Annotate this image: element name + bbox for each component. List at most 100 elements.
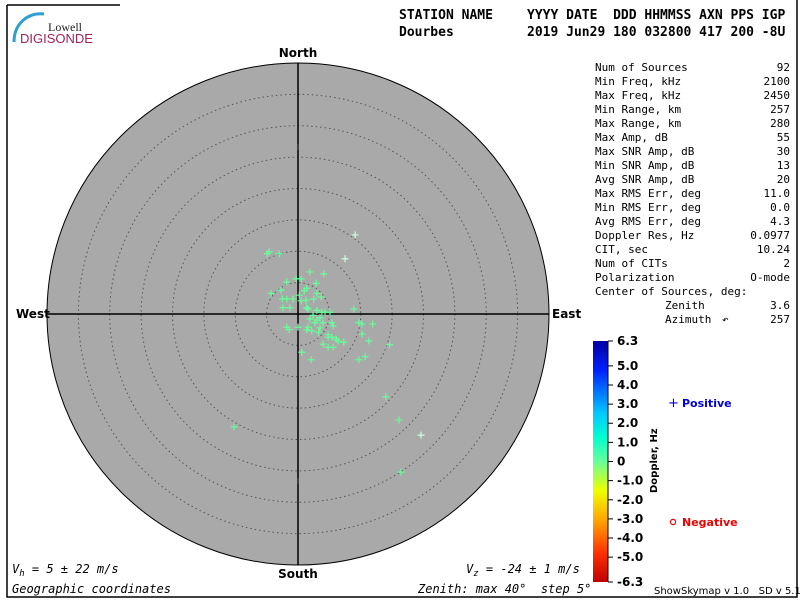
- stat-value: 13: [777, 159, 790, 172]
- azimuth-arrow-icon: ↶: [722, 313, 729, 326]
- center-azimuth-label: Azimuth: [665, 313, 711, 326]
- vh-readout: Vh = 5 ± 22 m/s: [12, 562, 119, 579]
- source-point: [306, 315, 314, 323]
- circle-icon: [669, 518, 677, 526]
- stat-label: Max Range, km: [595, 117, 681, 130]
- colorbar-tick-label: 0: [617, 455, 625, 469]
- source-point: [303, 304, 311, 312]
- stat-value: 257: [770, 103, 790, 116]
- stat-label: Doppler Res, Hz: [595, 229, 694, 242]
- doppler-colorbar: [593, 341, 608, 582]
- stat-value: 10.24: [757, 243, 790, 256]
- source-point: [319, 340, 327, 348]
- stat-value: O-mode: [750, 271, 790, 284]
- stat-label: Min Freq, kHz: [595, 75, 681, 88]
- source-point: [355, 356, 363, 364]
- colorbar-tick-label: 3.0: [617, 397, 638, 411]
- center-azimuth-value: 257: [770, 313, 790, 326]
- vz-readout: Vz = -24 ± 1 m/s: [466, 562, 580, 579]
- stats-panel: Num of Sources 92 Min Freq, kHz 2100 Max Fre…: [595, 61, 790, 284]
- source-point: [285, 326, 293, 334]
- colorbar-tick-label: -3.0: [617, 512, 643, 526]
- source-point: [263, 250, 271, 258]
- header-date-labels: YYYY DATE DDD HHMMSS AXN PPS IGP: [527, 8, 785, 23]
- center-title: Center of Sources, deg:: [595, 285, 747, 298]
- stat-label: Min Range, km: [595, 103, 681, 116]
- colorbar-tick-label: 1.0: [617, 435, 638, 449]
- source-point: [275, 250, 283, 258]
- source-point: [297, 297, 305, 305]
- logo-swoosh-icon: [12, 12, 45, 43]
- stat-value: 11.0: [764, 187, 791, 200]
- header-station-label: STATION NAME: [399, 8, 493, 23]
- label-north: North: [279, 46, 317, 60]
- source-point: [365, 337, 373, 345]
- header: STATION NAME YYYY DATE DDD HHMMSS AXN PP…: [399, 8, 785, 40]
- coordinates-label: Geographic coordinates: [12, 582, 171, 596]
- source-point: [304, 305, 312, 313]
- colorbar-tick-label: 2.0: [617, 416, 638, 430]
- source-point: [355, 319, 363, 327]
- source-point: [382, 393, 390, 401]
- source-point: [298, 348, 306, 356]
- source-point: [297, 275, 305, 283]
- source-point: [230, 423, 238, 431]
- colorbar-tick-label: -6.3: [617, 575, 643, 589]
- stat-value: 55: [777, 131, 790, 144]
- label-south: South: [278, 567, 318, 581]
- source-point: [283, 295, 291, 303]
- stat-value: 2100: [764, 75, 791, 88]
- source-point: [328, 333, 336, 341]
- source-point: [307, 356, 315, 364]
- source-point: [312, 279, 320, 287]
- source-point: [279, 304, 287, 312]
- version-label: ShowSkymap v 1.0 SD v 5.1: [654, 586, 800, 597]
- colorbar-ticks: 6.3 5.0 4.0 3.0 2.0 1.0 0 -1.0 -2.0 -3.0 -4.0 -5.0 -…: [608, 334, 643, 589]
- plus-icon: +: [668, 396, 679, 411]
- source-point: [328, 319, 336, 327]
- colorbar-tick-label: 6.3: [617, 334, 638, 348]
- stat-value: 0.0977: [750, 229, 790, 242]
- source-point: [326, 308, 334, 316]
- stat-label: Min RMS Err, deg: [595, 201, 701, 214]
- source-point: [295, 291, 303, 299]
- source-point: [303, 326, 311, 334]
- logo-text-digisonde: DIGISONDE: [20, 31, 93, 46]
- stat-value: 92: [777, 61, 790, 74]
- source-point: [320, 270, 328, 278]
- stat-value: 4.3: [770, 215, 790, 228]
- stat-label: Avg SNR Amp, dB: [595, 173, 695, 186]
- source-point: [397, 468, 405, 476]
- digisonde-logo: Lowell DIGISONDE: [12, 12, 93, 46]
- source-point: [361, 353, 369, 361]
- source-point: [395, 416, 403, 424]
- source-point: [341, 255, 349, 263]
- stat-value: 2: [783, 257, 790, 270]
- source-point: [310, 295, 318, 303]
- source-point: [277, 286, 285, 294]
- source-point: [308, 327, 316, 335]
- colorbar-title: Doppler, Hz: [649, 428, 660, 493]
- stat-label: Max RMS Err, deg: [595, 187, 701, 200]
- stat-value: 30: [777, 145, 790, 158]
- source-point: [303, 284, 311, 292]
- source-point: [329, 322, 337, 330]
- source-point: [417, 431, 425, 439]
- source-point: [316, 324, 324, 332]
- stat-label: Max Freq, kHz: [595, 89, 681, 102]
- label-west: West: [16, 307, 50, 321]
- legend-negative: Negative: [682, 516, 738, 529]
- stat-label: Num of CITs: [595, 257, 668, 270]
- source-point: [311, 319, 319, 327]
- colorbar-tick-label: 5.0: [617, 359, 638, 373]
- legend-positive: Positive: [682, 397, 732, 410]
- stat-label: Max SNR Amp, dB: [595, 145, 695, 158]
- source-point: [386, 341, 394, 349]
- source-point: [267, 289, 275, 297]
- stat-label: Num of Sources: [595, 61, 688, 74]
- source-point: [302, 296, 310, 304]
- stat-label: CIT, sec: [595, 243, 648, 256]
- source-point: [340, 338, 348, 346]
- stat-value: 20: [777, 173, 790, 186]
